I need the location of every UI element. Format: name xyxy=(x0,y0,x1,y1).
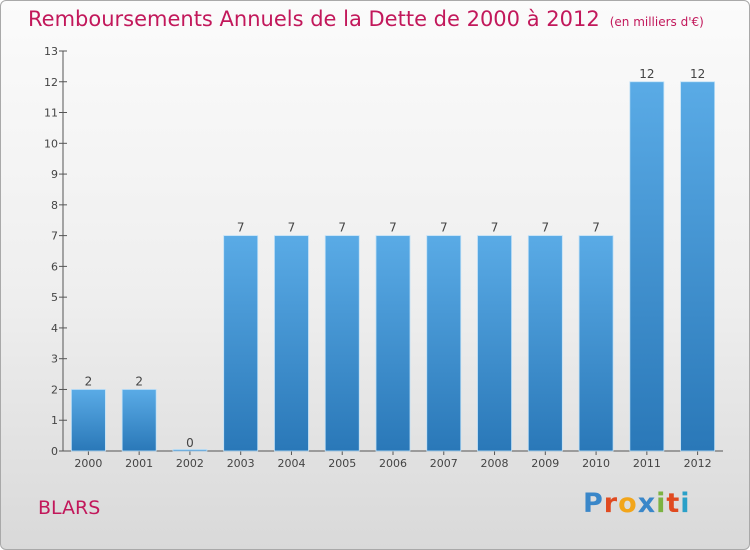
data-label: 7 xyxy=(338,221,346,235)
chart-unit: (en milliers d'€) xyxy=(609,15,704,29)
bar xyxy=(578,235,614,452)
data-label: 7 xyxy=(440,221,448,235)
bars xyxy=(70,81,716,452)
data-label: 12 xyxy=(690,67,705,81)
x-tick-label: 2000 xyxy=(74,457,102,470)
bar xyxy=(629,81,665,452)
bar xyxy=(324,235,360,452)
data-label: 2 xyxy=(85,374,93,388)
y-tick-label: 4 xyxy=(51,322,58,335)
y-tick-label: 12 xyxy=(44,76,58,89)
x-tick-label: 2005 xyxy=(328,457,356,470)
y-tick-label: 1 xyxy=(51,414,58,427)
x-tick-label: 2010 xyxy=(582,457,610,470)
logo-letter: x xyxy=(637,488,657,519)
x-tick-label: 2009 xyxy=(531,457,559,470)
bar xyxy=(223,235,259,452)
bar xyxy=(172,449,208,452)
logo-letter: i xyxy=(656,488,667,519)
x-tick-label: 2006 xyxy=(379,457,407,470)
bar xyxy=(680,81,716,452)
y-tick-label: 10 xyxy=(44,137,58,150)
proxiti-logo: Proxiti xyxy=(583,488,691,519)
bar xyxy=(375,235,411,452)
data-label: 7 xyxy=(237,221,245,235)
y-tick-label: 5 xyxy=(51,291,58,304)
bar xyxy=(477,235,512,452)
bar xyxy=(70,389,106,452)
logo-letter: i xyxy=(680,488,691,519)
data-label: 7 xyxy=(491,221,499,235)
y-tick-label: 9 xyxy=(51,168,58,181)
chart-title: Remboursements Annuels de la Dette de 20… xyxy=(28,7,704,31)
data-label: 2 xyxy=(135,374,143,388)
y-tick-label: 0 xyxy=(51,445,58,458)
y-tick-label: 3 xyxy=(51,353,58,366)
y-tick-label: 7 xyxy=(51,230,58,243)
data-label: 7 xyxy=(389,221,397,235)
bar xyxy=(426,235,462,452)
x-tick-label: 2007 xyxy=(430,457,458,470)
bar xyxy=(274,235,309,452)
logo-letter: r xyxy=(603,488,619,519)
x-tick-label: 2008 xyxy=(481,457,509,470)
x-tick-label: 2012 xyxy=(684,457,712,470)
logo-letter: P xyxy=(583,488,604,519)
place-name: BLARS xyxy=(38,497,101,519)
y-tick-label: 2 xyxy=(51,383,58,396)
y-tick-label: 8 xyxy=(51,199,58,212)
x-tick-label: 2011 xyxy=(633,457,661,470)
data-label: 7 xyxy=(541,221,549,235)
logo-letter: t xyxy=(666,488,681,519)
labels: 2 2000 2 2001 0 2002 7 2003 7 2004 7 2005 7 2006 7 2007… xyxy=(74,67,711,470)
x-tick-label: 2002 xyxy=(176,457,204,470)
x-tick-label: 2004 xyxy=(277,457,305,470)
data-label: 7 xyxy=(592,221,600,235)
data-label: 0 xyxy=(186,436,194,450)
logo-letter: o xyxy=(618,488,638,519)
y-tick-label: 6 xyxy=(51,260,58,273)
bar xyxy=(121,389,157,452)
data-label: 7 xyxy=(288,221,296,235)
y-tick-label: 11 xyxy=(44,107,58,120)
data-label: 12 xyxy=(639,67,654,81)
y-tick-label: 13 xyxy=(44,45,58,58)
x-tick-label: 2001 xyxy=(125,457,153,470)
x-tick-label: 2003 xyxy=(227,457,255,470)
chart-title-main: Remboursements Annuels de la Dette de 20… xyxy=(28,7,600,31)
bar xyxy=(527,235,563,452)
